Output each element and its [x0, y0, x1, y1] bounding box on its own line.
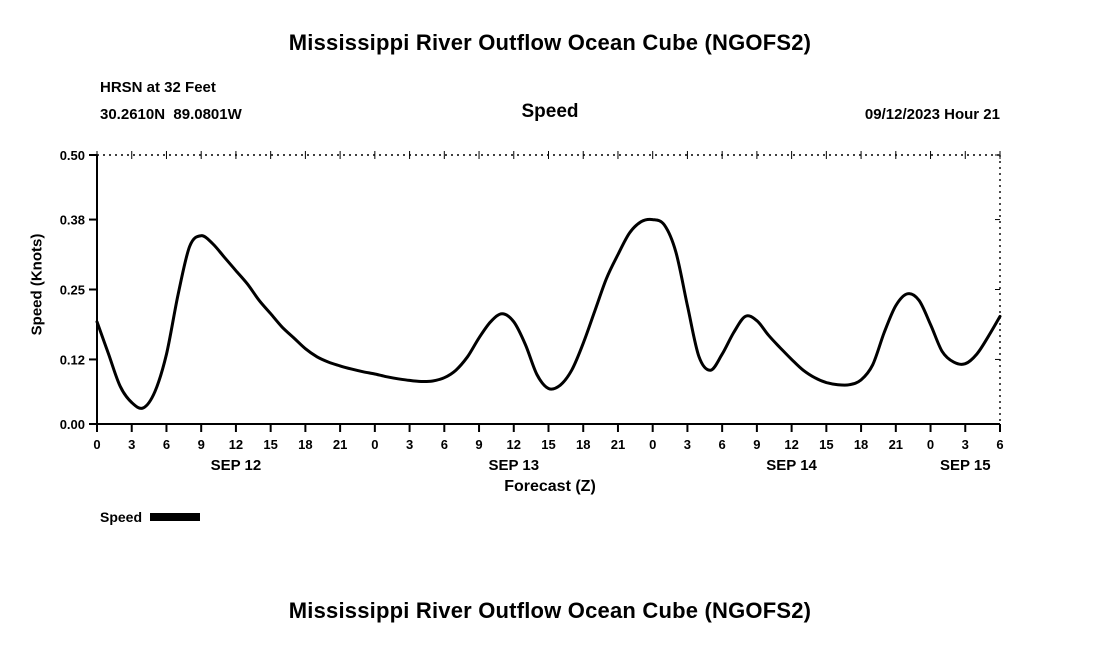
x-tick-label: 15 [541, 437, 555, 452]
x-tick-label: 12 [784, 437, 798, 452]
x-tick-label: 18 [298, 437, 312, 452]
legend: Speed [100, 509, 201, 525]
x-tick-label: 9 [753, 437, 760, 452]
x-tick-label: 6 [996, 437, 1003, 452]
x-tick-label: 6 [719, 437, 726, 452]
day-label: SEP 15 [940, 457, 991, 474]
x-tick-label: 21 [333, 437, 347, 452]
x-tick-label: 3 [684, 437, 691, 452]
coordinates-label: 30.2610N 89.0801W [100, 106, 242, 123]
y-tick-label: 0.12 [60, 352, 85, 367]
y-tick-label: 0.25 [60, 283, 85, 298]
x-tick-label: 15 [263, 437, 277, 452]
station-label: HRSN at 32 Feet [100, 79, 216, 96]
x-tick-label: 0 [371, 437, 378, 452]
x-tick-label: 0 [649, 437, 656, 452]
legend-line-swatch [150, 513, 201, 521]
x-tick-label: 18 [854, 437, 868, 452]
next-chart-title: Mississippi River Outflow Ocean Cube (NG… [288, 598, 812, 623]
x-tick-label: 3 [128, 437, 135, 452]
x-tick-label: 18 [576, 437, 590, 452]
x-axis-label: Forecast (Z) [504, 478, 596, 495]
y-tick-label: 0.50 [60, 148, 85, 163]
y-tick-label: 0.38 [60, 213, 85, 228]
y-tick-label: 0.00 [60, 417, 85, 432]
x-tick-label: 9 [198, 437, 205, 452]
x-tick-label: 0 [93, 437, 100, 452]
x-tick-label: 21 [611, 437, 625, 452]
x-tick-label: 21 [889, 437, 903, 452]
x-tick-label: 12 [229, 437, 243, 452]
speed-series-line [95, 217, 1002, 410]
x-tick-label: 15 [819, 437, 833, 452]
x-tick-label: 6 [163, 437, 170, 452]
x-tick-label: 0 [927, 437, 934, 452]
day-label: SEP 14 [766, 457, 817, 474]
x-tick-label: 9 [475, 437, 482, 452]
x-tick-label: 6 [441, 437, 448, 452]
forecast-datetime-label: 09/12/2023 Hour 21 [864, 106, 1000, 123]
day-label: SEP 12 [211, 457, 262, 474]
legend-label: Speed [100, 509, 143, 525]
x-tick-label: 12 [507, 437, 521, 452]
x-tick-label: 3 [406, 437, 413, 452]
panel-title: Speed [521, 101, 579, 122]
chart-title: Mississippi River Outflow Ocean Cube (NG… [288, 30, 812, 55]
x-tick-label: 3 [962, 437, 969, 452]
day-label: SEP 13 [488, 457, 539, 474]
